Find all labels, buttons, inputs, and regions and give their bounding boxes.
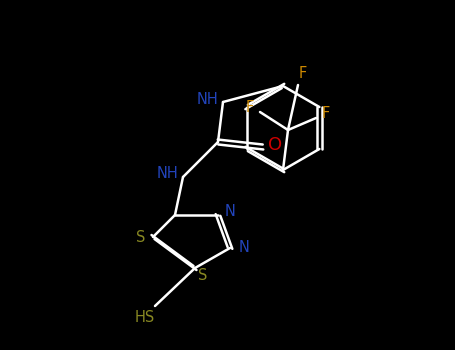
Text: N: N xyxy=(225,204,235,219)
Text: F: F xyxy=(299,65,307,80)
Text: O: O xyxy=(268,136,282,154)
Text: S: S xyxy=(198,268,207,284)
Text: F: F xyxy=(246,100,254,116)
Text: S: S xyxy=(136,230,146,245)
Text: NH: NH xyxy=(156,167,178,182)
Text: N: N xyxy=(238,240,249,256)
Text: HS: HS xyxy=(135,310,155,326)
Text: F: F xyxy=(322,106,330,121)
Text: NH: NH xyxy=(196,91,218,106)
